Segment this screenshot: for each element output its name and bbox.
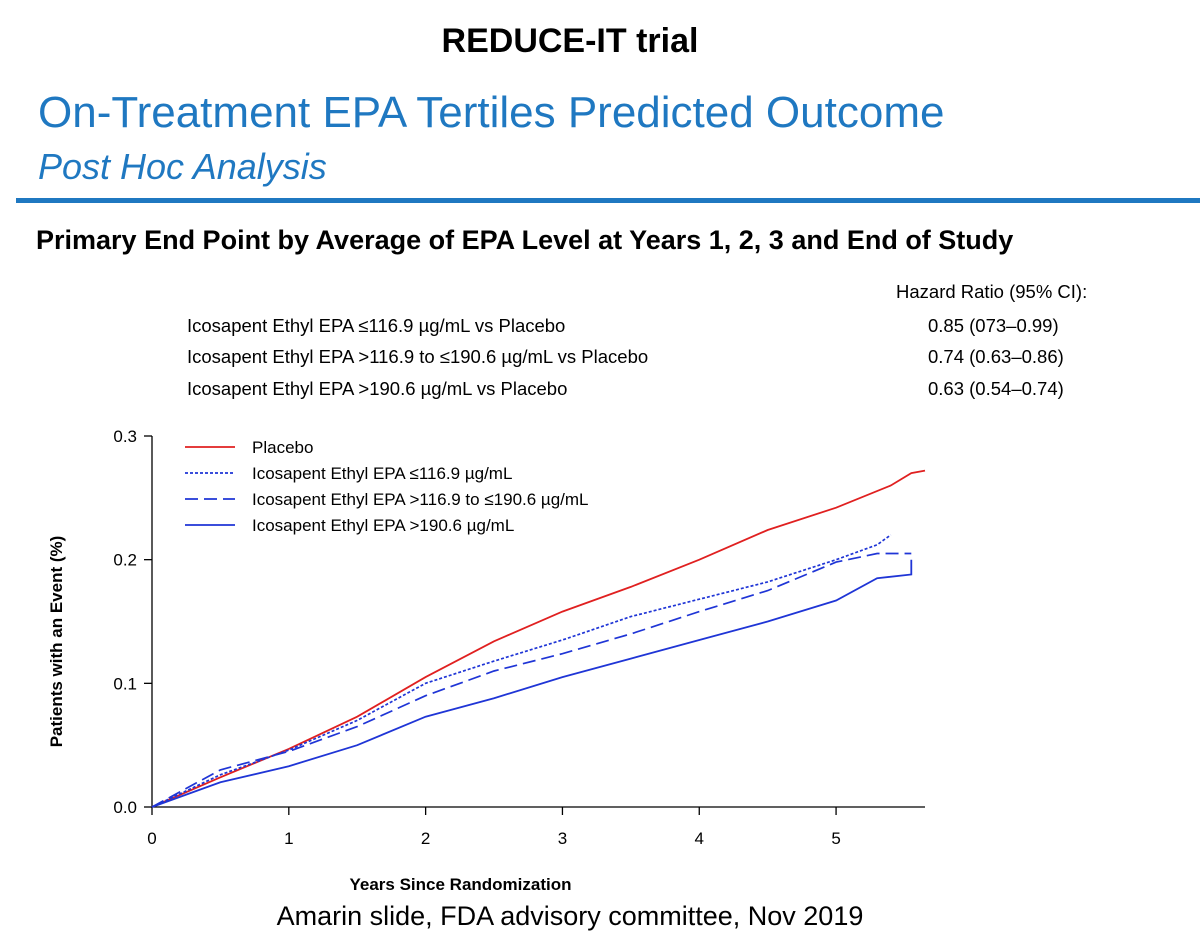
x-axis-label: Years Since Randomization bbox=[349, 875, 571, 894]
x-tick-label: 2 bbox=[421, 829, 430, 848]
hazard-row-label: Icosapent Ethyl EPA >116.9 to ≤190.6 µg/… bbox=[187, 346, 649, 367]
y-tick-label: 0.3 bbox=[113, 427, 137, 446]
title-divider bbox=[16, 198, 1200, 203]
series-line-4 bbox=[151, 559, 913, 808]
legend-label: Icosapent Ethyl EPA ≤116.9 µg/mL bbox=[252, 464, 512, 483]
y-tick-label: 0.2 bbox=[113, 551, 137, 570]
x-tick-label: 5 bbox=[831, 829, 840, 848]
hazard-row-label: Icosapent Ethyl EPA ≤116.9 µg/mL vs Plac… bbox=[187, 315, 566, 336]
y-tick-label: 0.1 bbox=[113, 674, 137, 693]
source-caption: Amarin slide, FDA advisory committee, No… bbox=[276, 901, 864, 931]
legend-label: Icosapent Ethyl EPA >116.9 to ≤190.6 µg/… bbox=[252, 490, 589, 509]
slide-title: On-Treatment EPA Tertiles Predicted Outc… bbox=[38, 88, 945, 137]
chart-axes: 0 1 2 3 4 5 0.0 0.1 0.2 0.3 Years Since Randomizat… bbox=[47, 427, 925, 894]
hazard-row-value: 0.85 (073–0.99) bbox=[928, 315, 1059, 336]
hazard-ratio-header: Hazard Ratio (95% CI): bbox=[896, 281, 1088, 302]
series-line-3 bbox=[151, 552, 912, 808]
hazard-row-value: 0.63 (0.54–0.74) bbox=[928, 378, 1064, 399]
top-title: REDUCE-IT trial bbox=[441, 22, 699, 60]
hazard-row-label: Icosapent Ethyl EPA >190.6 µg/mL vs Plac… bbox=[187, 378, 568, 399]
hazard-row-value: 0.74 (0.63–0.86) bbox=[928, 346, 1064, 367]
slide-subtitle: Post Hoc Analysis bbox=[38, 146, 327, 187]
x-tick-label: 1 bbox=[284, 829, 293, 848]
x-tick-label: 4 bbox=[695, 829, 704, 848]
x-tick-label: 0 bbox=[147, 829, 156, 848]
y-tick-label: 0.0 bbox=[113, 798, 137, 817]
legend-label: Placebo bbox=[252, 438, 313, 457]
y-axis-label: Patients with an Event (%) bbox=[47, 536, 66, 748]
x-tick-label: 3 bbox=[558, 829, 567, 848]
chart-series bbox=[151, 469, 926, 808]
chart-legend: Placebo Icosapent Ethyl EPA ≤116.9 µg/mL I… bbox=[185, 438, 589, 535]
series-line-1 bbox=[151, 469, 926, 808]
series-line-2 bbox=[151, 534, 892, 808]
chart-heading: Primary End Point by Average of EPA Leve… bbox=[36, 225, 1014, 255]
legend-label: Icosapent Ethyl EPA >190.6 µg/mL bbox=[252, 516, 514, 535]
